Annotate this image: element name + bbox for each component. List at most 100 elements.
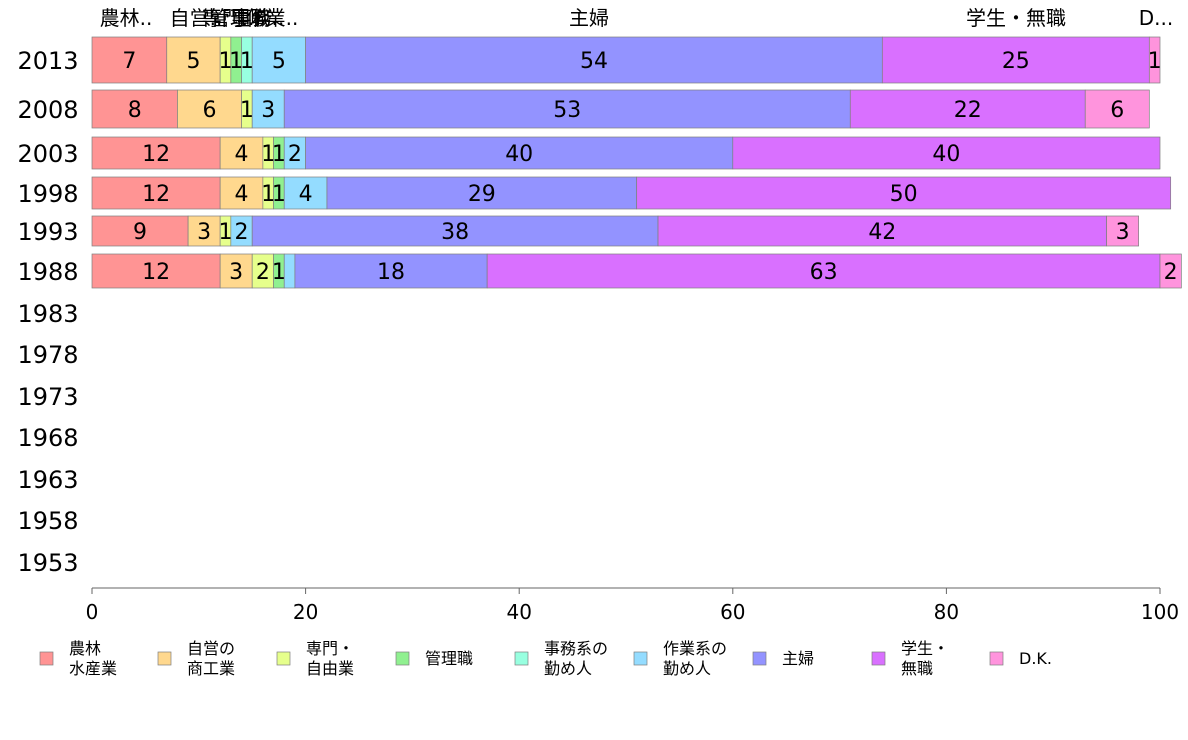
data-label: 2 bbox=[288, 142, 302, 167]
legend-swatch bbox=[514, 651, 529, 666]
data-label: 9 bbox=[133, 220, 147, 245]
bar-segment bbox=[283, 176, 328, 210]
data-label: 1 bbox=[272, 260, 286, 285]
legend-label: 管理職 bbox=[425, 649, 473, 668]
legend-swatch bbox=[276, 651, 291, 666]
data-label: 5 bbox=[186, 49, 200, 74]
data-label: 1 bbox=[1148, 49, 1162, 74]
bar-segment bbox=[91, 89, 178, 129]
bar-segment bbox=[636, 176, 1172, 210]
y-tick-label: 1968 bbox=[17, 424, 78, 452]
top-series-label: 専門.. bbox=[202, 6, 255, 30]
data-label: 1 bbox=[272, 142, 286, 167]
legend-swatch bbox=[871, 651, 886, 666]
data-label: 4 bbox=[235, 182, 249, 207]
data-label: 1 bbox=[261, 142, 275, 167]
legend-label-line: 農林 bbox=[69, 639, 101, 658]
data-label: 1 bbox=[219, 220, 233, 245]
bar-segment bbox=[91, 36, 168, 84]
y-tick-label: 2003 bbox=[17, 140, 78, 168]
bar-segment bbox=[91, 136, 221, 170]
data-label: 2 bbox=[256, 260, 270, 285]
bar-segment bbox=[294, 253, 488, 289]
data-label: 3 bbox=[1116, 220, 1130, 245]
x-tick-label: 20 bbox=[293, 600, 318, 624]
y-tick-label: 1953 bbox=[17, 549, 78, 577]
legend-label: 農林水産業 bbox=[69, 639, 117, 678]
y-tick-label: 2008 bbox=[17, 96, 78, 124]
bar-segment bbox=[91, 176, 221, 210]
data-label: 1 bbox=[240, 98, 254, 123]
data-label: 38 bbox=[441, 220, 469, 245]
y-tick-label: 1958 bbox=[17, 507, 78, 535]
legend-label-line: 作業系の bbox=[663, 639, 727, 658]
x-tick-label: 60 bbox=[720, 600, 745, 624]
data-label: 1 bbox=[272, 182, 286, 207]
data-label: 5 bbox=[272, 49, 286, 74]
top-series-label: 管理職 bbox=[210, 6, 270, 30]
data-label: 54 bbox=[580, 49, 608, 74]
legend-label-line: 水産業 bbox=[69, 659, 117, 678]
legend-label: 事務系の勤め人 bbox=[544, 639, 608, 678]
top-series-label: 事務.. bbox=[232, 6, 285, 30]
bar-segment bbox=[251, 36, 306, 84]
data-label: 7 bbox=[122, 49, 136, 74]
x-tick-label: 0 bbox=[86, 600, 99, 624]
data-label: 53 bbox=[553, 98, 581, 123]
x-tick-label: 80 bbox=[934, 600, 959, 624]
bar-segment bbox=[1159, 253, 1182, 289]
bar-segment bbox=[166, 36, 221, 84]
legend-label-line: 自由業 bbox=[306, 659, 354, 678]
data-label: 25 bbox=[1002, 49, 1030, 74]
bar-segment bbox=[657, 215, 1107, 247]
legend-label-line: 無職 bbox=[901, 659, 933, 678]
data-label: 1 bbox=[229, 49, 243, 74]
data-label: 18 bbox=[377, 260, 405, 285]
bar-segment bbox=[326, 176, 638, 210]
legend-label-line: 自営の bbox=[187, 639, 235, 658]
legend-swatch bbox=[752, 651, 767, 666]
legend-swatch bbox=[157, 651, 172, 666]
legend-label: 主婦 bbox=[782, 649, 814, 668]
top-series-label: D... bbox=[1139, 6, 1173, 30]
bar-segment bbox=[849, 89, 1086, 129]
data-label: 29 bbox=[468, 182, 496, 207]
data-label: 3 bbox=[197, 220, 211, 245]
legend-swatch bbox=[39, 651, 54, 666]
legend-swatch bbox=[633, 651, 648, 666]
data-label: 4 bbox=[299, 182, 313, 207]
data-label: 1 bbox=[240, 49, 254, 74]
data-label: 1 bbox=[261, 182, 275, 207]
y-tick-label: 1973 bbox=[17, 383, 78, 411]
data-label: 22 bbox=[954, 98, 982, 123]
legend-label: 学生・無職 bbox=[901, 639, 949, 678]
top-series-label: 作業.. bbox=[246, 6, 299, 30]
y-tick-label: 2013 bbox=[17, 47, 78, 75]
data-label: 40 bbox=[932, 142, 960, 167]
top-series-label: 主婦 bbox=[569, 6, 609, 30]
bar-segment bbox=[305, 36, 883, 84]
top-series-label: 学生・無職 bbox=[966, 6, 1066, 30]
data-label: 3 bbox=[261, 98, 275, 123]
y-tick-label: 1983 bbox=[17, 300, 78, 328]
top-series-label: 農林.. bbox=[100, 6, 153, 30]
bar-segment bbox=[219, 136, 264, 170]
data-label: 12 bbox=[142, 142, 170, 167]
data-label: 50 bbox=[890, 182, 918, 207]
data-label: 8 bbox=[128, 98, 142, 123]
bar-segment bbox=[177, 89, 242, 129]
x-tick-label: 100 bbox=[1141, 600, 1179, 624]
legend-label-line: 勤め人 bbox=[663, 659, 711, 678]
bar-segment bbox=[219, 253, 253, 289]
data-label: 6 bbox=[202, 98, 216, 123]
bar-segment bbox=[91, 253, 221, 289]
bar-segment bbox=[283, 89, 851, 129]
data-label: 3 bbox=[229, 260, 243, 285]
data-label: 6 bbox=[1110, 98, 1124, 123]
bar-segment bbox=[732, 136, 1161, 170]
legend-label-line: 商工業 bbox=[187, 659, 235, 678]
bar-segment bbox=[1084, 89, 1150, 129]
legend-label: 専門・自由業 bbox=[306, 639, 354, 678]
y-tick-label: 1988 bbox=[17, 258, 78, 286]
